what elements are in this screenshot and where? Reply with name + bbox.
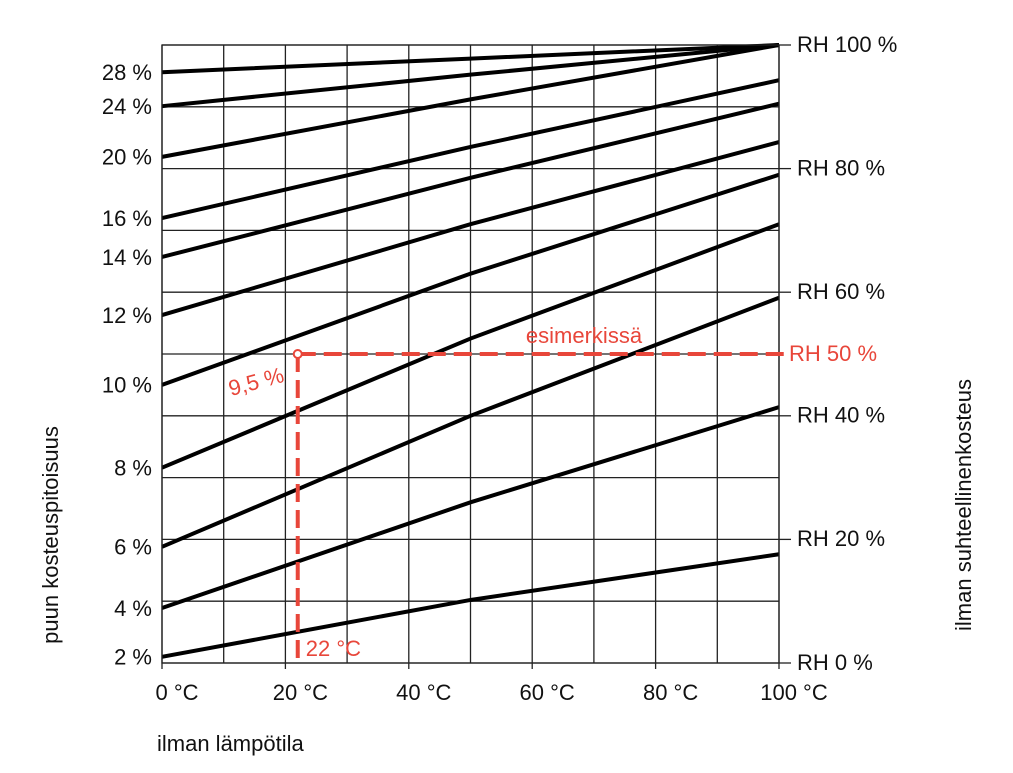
line-label: 2 %: [114, 645, 152, 670]
line-label: 14 %: [102, 245, 152, 270]
x-tick-label: 100 °C: [760, 680, 828, 705]
x-tick-label: 80 °C: [643, 680, 698, 705]
x-axis-title: ilman lämpötila: [157, 731, 304, 756]
example-temp-label: 22 °C: [306, 636, 361, 661]
y2-axis-title: ilman suhteellinenkosteus: [951, 379, 976, 631]
isoline: [161, 43, 780, 159]
line-label: 6 %: [114, 535, 152, 560]
line-label: 16 %: [102, 206, 152, 231]
isoline: [161, 140, 780, 317]
isoline: [161, 222, 780, 470]
line-label: 8 %: [114, 456, 152, 481]
y-tick-label: RH 0 %: [797, 650, 873, 675]
y-tick-label: RH 40 %: [797, 403, 885, 428]
x-tick-label: 40 °C: [396, 680, 451, 705]
isoline: [161, 78, 780, 220]
y-tick-label: RH 20 %: [797, 526, 885, 551]
x-tick-label: 20 °C: [273, 680, 328, 705]
line-label: 12 %: [102, 303, 152, 328]
x-tick-label: 60 °C: [520, 680, 575, 705]
line-label: 20 %: [102, 145, 152, 170]
y-tick-label: RH 80 %: [797, 155, 885, 180]
line-label: 24 %: [102, 94, 152, 119]
isoline: [161, 172, 780, 387]
isoline: [161, 405, 780, 610]
line-label: 4 %: [114, 596, 152, 621]
example-point: [292, 349, 303, 359]
isoline: [161, 552, 780, 659]
example-moisture-label: 9,5 %: [226, 362, 287, 401]
y-tick-label: RH 60 %: [797, 279, 885, 304]
example-rh-label: RH 50 %: [789, 341, 877, 366]
y-tick-label: RH 100 %: [797, 32, 897, 57]
isoline: [161, 43, 780, 75]
isoline: [161, 295, 780, 549]
isoline: [161, 43, 780, 109]
line-label: 28 %: [102, 60, 152, 85]
y-axis-title: puun kosteuspitoisuus: [38, 426, 63, 644]
example-note: esimerkissä: [526, 323, 643, 348]
isoline: [161, 101, 780, 259]
line-label: 10 %: [102, 373, 152, 398]
x-tick-label: 0 °C: [155, 680, 198, 705]
